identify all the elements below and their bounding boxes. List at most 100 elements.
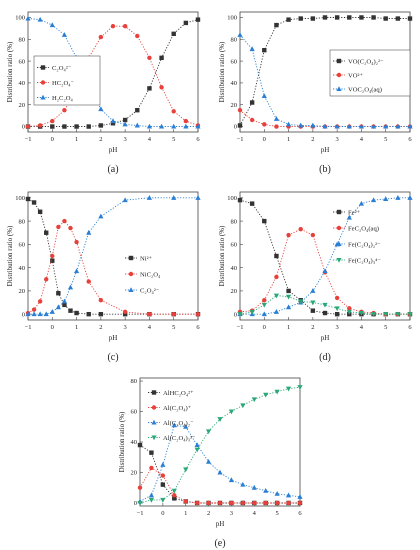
x-axis-label: pH [216, 520, 225, 528]
data-point [49, 309, 55, 314]
data-point [195, 311, 201, 317]
data-point [147, 311, 152, 317]
series-line [139, 444, 300, 504]
legend-label: NiC₂O₄ [140, 271, 161, 278]
data-point [251, 484, 257, 490]
x-tick-label: 2 [207, 510, 210, 517]
data-point [159, 85, 164, 90]
data-point [31, 307, 37, 312]
x-tick-label: 2 [99, 324, 102, 331]
data-point [25, 311, 31, 317]
data-point [68, 308, 73, 313]
legend-label: FeC₂O₄(aq) [348, 225, 379, 232]
legend-marker [128, 287, 134, 292]
data-point [62, 107, 67, 113]
data-point [122, 309, 128, 315]
data-point [261, 311, 267, 317]
y-tick-label: 100 [15, 15, 25, 22]
data-point [285, 121, 292, 127]
y-tick-label: 100 [227, 15, 237, 22]
data-point [98, 34, 104, 40]
data-point [205, 459, 212, 464]
x-tick-label: 0 [263, 324, 266, 331]
data-point [249, 100, 255, 105]
x-tick-label: 3 [336, 324, 339, 331]
data-point [110, 118, 116, 124]
y-tick-label: 0 [234, 311, 237, 318]
legend-label: H₂C₂O₄ [52, 95, 74, 102]
x-tick-label: 3 [336, 136, 339, 143]
panel-label: (b) [319, 164, 331, 175]
legend: VO(C₂O₄)₂²⁻ VO²⁺ VOC₂O₄(aq) [329, 49, 411, 97]
x-tick-label: 2 [311, 324, 314, 331]
x-tick-label: 6 [408, 136, 412, 143]
data-point [31, 200, 37, 205]
data-point [49, 22, 55, 28]
data-point [298, 16, 303, 21]
data-point [205, 429, 212, 435]
data-point [147, 55, 152, 61]
data-point [252, 500, 257, 506]
data-point [43, 311, 49, 317]
data-point [31, 311, 37, 317]
legend-marker [40, 80, 46, 85]
data-point [50, 258, 55, 263]
legend-label: VO²⁺ [348, 72, 364, 79]
data-point [25, 124, 31, 129]
data-point [285, 304, 292, 310]
data-point [62, 302, 67, 308]
data-point [183, 423, 189, 429]
y-axis-label: Distribution ratio (%) [6, 225, 14, 286]
data-point [237, 197, 243, 203]
data-point [395, 16, 401, 21]
legend-label: VO(C₂O₄)₂²⁻ [348, 58, 384, 65]
legend-marker [40, 65, 46, 70]
data-point [274, 491, 280, 496]
legend: Fe²⁺ FeC₂O₄(aq) Fe(C₂O₄)₂²⁻ Fe(C₂O₄)₃⁴⁻ [333, 209, 381, 264]
data-point [160, 497, 166, 503]
data-point [110, 23, 116, 29]
y-tick-label: 80 [131, 378, 138, 385]
data-point [171, 488, 177, 494]
data-point [98, 213, 104, 219]
legend-label: Al(C₂O₄)₂⁻ [163, 420, 194, 427]
data-point [148, 497, 155, 503]
x-tick-label: −1 [237, 324, 244, 331]
y-axis-label: Distribution ratio (%) [218, 41, 226, 102]
x-tick-label: 6 [196, 324, 200, 331]
legend-label: Ni²⁺ [140, 255, 153, 262]
series-2 [25, 218, 201, 317]
series-4 [137, 385, 303, 506]
legend-marker [336, 209, 342, 215]
data-point [217, 500, 223, 506]
data-point [274, 124, 279, 129]
data-point [37, 209, 43, 214]
data-point [229, 500, 234, 506]
data-point [334, 306, 340, 312]
panel-label: (d) [319, 352, 331, 363]
data-point [263, 500, 268, 506]
x-tick-label: 0 [51, 136, 54, 143]
data-point [371, 15, 376, 20]
data-point [334, 295, 340, 301]
series-1 [237, 15, 413, 128]
data-point [322, 268, 328, 274]
y-tick-label: 60 [19, 58, 26, 65]
series-line [28, 19, 199, 127]
data-point [171, 195, 177, 200]
data-point [86, 229, 92, 235]
data-point [322, 310, 328, 316]
data-point [137, 485, 143, 490]
legend-label: Fe²⁺ [348, 209, 361, 216]
series-line [240, 197, 410, 315]
data-point [322, 15, 328, 20]
data-point [298, 122, 304, 128]
y-tick-label: 0 [22, 124, 25, 131]
data-point [237, 32, 243, 37]
y-tick-label: 80 [231, 218, 238, 225]
data-point [160, 482, 166, 487]
data-point [147, 86, 152, 91]
data-point [98, 106, 104, 112]
data-point [273, 293, 280, 299]
